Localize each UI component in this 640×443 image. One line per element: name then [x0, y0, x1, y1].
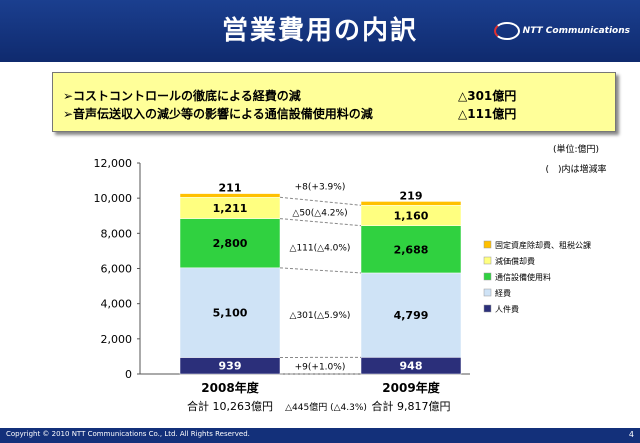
legend-swatch [483, 240, 492, 249]
connector-line [279, 267, 362, 274]
copyright: Copyright © 2010 NTT Communications Co.,… [6, 430, 250, 438]
data-label: 1,160 [394, 209, 429, 222]
category-label: 2009年度 [382, 380, 440, 395]
total-label: 合計 10,263億円 [187, 399, 273, 413]
legend-label: 減価償却費 [495, 256, 535, 266]
summary-value: △301億円 [458, 89, 517, 103]
legend-swatch [483, 256, 492, 265]
bar-segment [360, 272, 462, 358]
summary-text: ➢コストコントロールの徹底による経費の減 [63, 89, 301, 103]
page-title: 営業費用の内訳 [221, 16, 418, 46]
summary-row: ➢音声伝送収入の減少等の影響による通信設備使用料の減 △111億円 [63, 105, 516, 122]
data-label: 2,688 [394, 243, 429, 256]
data-label: 219 [400, 189, 423, 202]
bar-segment [360, 201, 462, 206]
y-tick-label: 10,000 [94, 192, 133, 205]
legend-swatch [483, 304, 492, 313]
y-tick-label: 6,000 [101, 263, 133, 276]
ntt-logo: NTT Communications [493, 20, 630, 42]
data-label: 2,800 [213, 237, 248, 250]
operating-expense-chart: 12,000 10,000 8,000 6,000 4,000 2,000 0 939 948… [94, 143, 607, 413]
paren-note: ( )内は増減率 [545, 163, 606, 175]
connector-line [279, 196, 362, 206]
legend-swatch [483, 288, 492, 297]
category-label: 2008年度 [201, 380, 259, 395]
unit-note: (単位:億円) [553, 143, 599, 155]
y-tick-label: 12,000 [94, 157, 133, 170]
summary-box: ➢コストコントロールの徹底による経費の減 △301億円 ➢音声伝送収入の減少等の… [52, 72, 616, 132]
connector-line [279, 218, 362, 227]
change-label: △301(△5.9%) [290, 311, 351, 321]
change-label: △50(△4.2%) [292, 209, 347, 219]
change-label: +9(+1.0%) [295, 363, 346, 373]
ntt-logo-icon [493, 22, 520, 40]
legend-label: 人件費 [495, 304, 519, 314]
legend-label: 通信設備使用料 [495, 272, 551, 282]
total-label: 合計 9,817億円 [372, 399, 451, 413]
y-tick-label: 4,000 [101, 298, 133, 311]
y-tick-label: 0 [125, 368, 132, 381]
logo-text: NTT Communications [522, 26, 630, 36]
summary-text: ➢音声伝送収入の減少等の影響による通信設備使用料の減 [63, 107, 373, 121]
data-label: 948 [400, 360, 423, 373]
data-label: 1,211 [213, 202, 248, 215]
y-tick-label: 8,000 [101, 227, 133, 240]
summary-value: △111億円 [458, 107, 517, 121]
change-label: +8(+3.9%) [295, 183, 346, 193]
bar-segment [179, 193, 281, 198]
legend-swatch [483, 272, 492, 281]
bar-segment [360, 225, 462, 274]
total-change-label: △445億円 (△4.3%) [285, 401, 367, 413]
y-tick-label: 2,000 [101, 333, 133, 346]
header-bar: 営業費用の内訳 NTT Communications [0, 0, 640, 62]
legend-label: 固定資産除却費、租税公課 [495, 240, 591, 250]
data-label: 939 [219, 360, 242, 373]
legend-label: 経費 [495, 288, 511, 298]
change-label: △111(△4.0%) [290, 243, 351, 253]
page-number: 4 [628, 430, 634, 439]
data-label: 4,799 [394, 309, 429, 322]
data-label: 211 [219, 182, 242, 195]
summary-row: ➢コストコントロールの徹底による経費の減 △301億円 [63, 87, 516, 104]
footer-bar: Copyright © 2010 NTT Communications Co.,… [0, 428, 640, 443]
data-label: 5,100 [213, 307, 248, 320]
